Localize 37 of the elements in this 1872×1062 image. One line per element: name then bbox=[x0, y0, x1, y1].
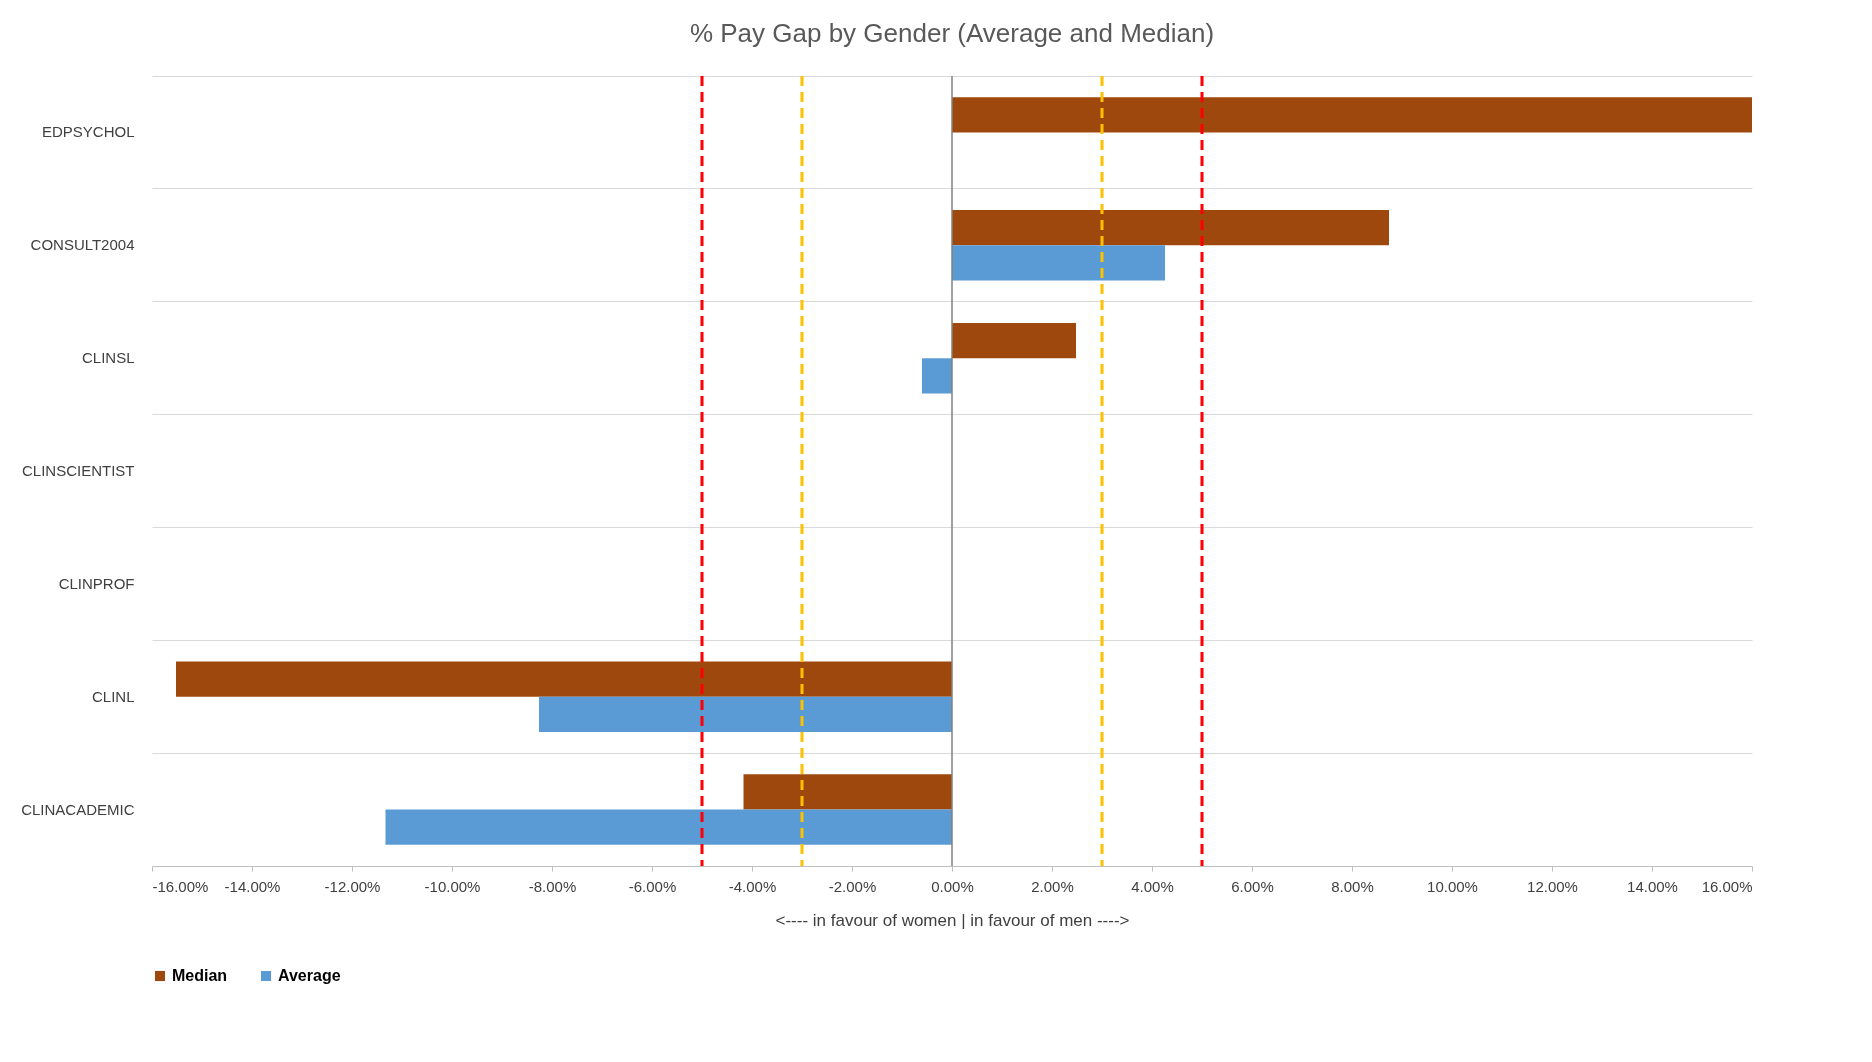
x-tick-label: -4.00% bbox=[728, 877, 777, 895]
bar bbox=[922, 358, 952, 394]
bar bbox=[385, 809, 952, 845]
bar bbox=[952, 97, 1752, 133]
y-tick-label: CONSULT2004 bbox=[30, 236, 135, 254]
y-tick-label: EDPSYCHOL bbox=[41, 123, 135, 141]
x-tick-label: 8.00% bbox=[1331, 877, 1374, 895]
bar bbox=[952, 322, 1076, 359]
x-tick-label: 4.00% bbox=[1131, 877, 1174, 895]
x-tick-label: 2.00% bbox=[1031, 877, 1074, 895]
x-tick-label: -14.00% bbox=[224, 877, 281, 895]
x-tick-label: 0.00% bbox=[931, 877, 974, 895]
bar bbox=[952, 210, 1389, 246]
y-tick-label: CLINL bbox=[91, 687, 135, 705]
y-tick-label: CLINACADEMIC bbox=[21, 800, 135, 818]
bar bbox=[743, 774, 952, 810]
x-tick-label: -2.00% bbox=[828, 877, 877, 895]
x-tick-label: 16.00% bbox=[1701, 877, 1753, 895]
x-tick-label: -12.00% bbox=[324, 877, 381, 895]
bar bbox=[952, 245, 1165, 281]
x-tick-label: -8.00% bbox=[528, 877, 577, 895]
bar bbox=[176, 661, 952, 697]
bar bbox=[539, 696, 952, 732]
chart-title: % Pay Gap by Gender (Average and Median) bbox=[689, 17, 1215, 48]
x-tick-label: 6.00% bbox=[1231, 877, 1274, 895]
x-axis-title: <---- in favour of women | in favour of men ----> bbox=[775, 910, 1130, 930]
legend-label: Average bbox=[278, 967, 341, 984]
x-tick-label: -6.00% bbox=[628, 877, 677, 895]
y-tick-label: CLINSCIENTIST bbox=[21, 462, 135, 479]
y-tick-label: CLINPROF bbox=[58, 574, 135, 592]
y-tick-label: CLINSL bbox=[81, 349, 135, 367]
x-tick-label: 12.00% bbox=[1527, 877, 1578, 895]
x-tick-label: -10.00% bbox=[424, 877, 481, 895]
x-tick-label: 14.00% bbox=[1627, 877, 1678, 895]
legend-label: Median bbox=[172, 967, 228, 984]
x-tick-label: -16.00% bbox=[152, 877, 209, 895]
x-tick-label: 10.00% bbox=[1427, 877, 1478, 895]
